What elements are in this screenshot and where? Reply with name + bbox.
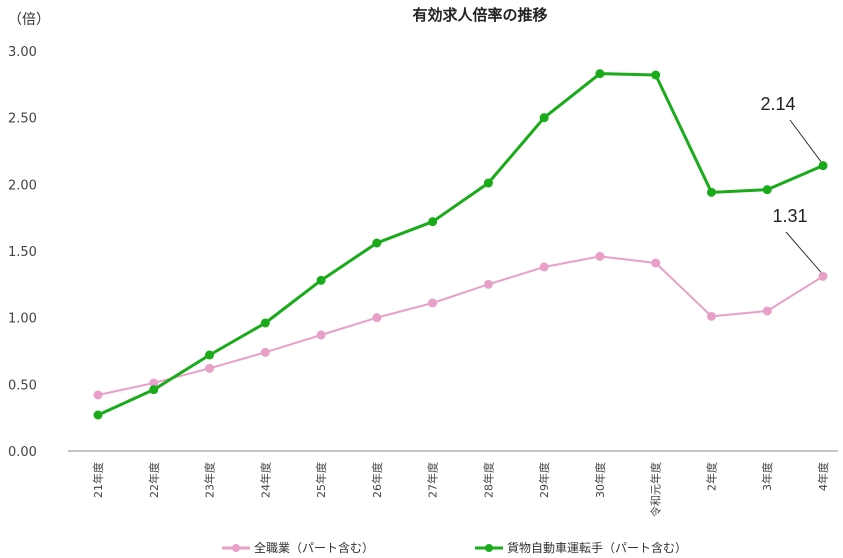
series-1-point	[428, 298, 438, 308]
y-tick-label: 0.50	[8, 378, 37, 393]
x-tick-label: 27年度	[426, 462, 440, 498]
y-axis: 0.00 0.50 1.00 1.50 2.00 2.50 3.00	[8, 45, 37, 460]
series-1-point	[595, 251, 605, 261]
legend: 全職業（パート含む） 貨物自動車運転手（パート含む）	[222, 540, 687, 555]
x-tick-label: 3年度	[760, 462, 774, 491]
legend-swatch-marker	[232, 544, 240, 552]
y-tick-label: 0.00	[8, 445, 37, 460]
y-axis-unit-label: （倍）	[8, 12, 50, 28]
plot-area	[93, 69, 828, 420]
series-2-point	[483, 178, 493, 188]
series-1-point	[483, 279, 493, 289]
series-1-point	[372, 313, 382, 323]
series-1-point	[149, 378, 159, 388]
series-2-point	[372, 238, 382, 248]
series-1-point	[818, 271, 828, 281]
x-tick-label: 23年度	[203, 462, 217, 498]
x-tick-label: 21年度	[91, 462, 105, 498]
annotation-label: 2.14	[760, 94, 795, 114]
series-2-point	[149, 385, 159, 395]
series-line-1	[97, 255, 824, 396]
x-tick-label: 22年度	[147, 462, 161, 498]
series-2-point	[595, 69, 605, 79]
x-tick-label: 28年度	[481, 462, 495, 498]
series-line-2	[97, 72, 824, 417]
y-tick-label: 2.00	[8, 178, 37, 193]
series-2-point	[205, 350, 215, 360]
series-1-point	[260, 347, 270, 357]
y-tick-label: 2.50	[8, 112, 37, 127]
x-tick-label: 令和元年度	[649, 462, 663, 517]
x-tick-label: 4年度	[816, 462, 830, 491]
x-tick-label: 25年度	[314, 462, 328, 498]
series-1-point	[205, 363, 215, 373]
x-tick-label: 2年度	[704, 462, 718, 491]
x-tick-label: 24年度	[258, 462, 272, 498]
annotation-label: 1.31	[772, 206, 807, 226]
series-1-point	[762, 306, 772, 316]
series-1-point	[706, 311, 716, 321]
series-2-point	[539, 113, 549, 123]
annotation-leader-line	[789, 119, 822, 162]
x-tick-label: 26年度	[370, 462, 384, 498]
chart-title: 有効求人倍率の推移	[412, 6, 547, 24]
series-1-point	[316, 330, 326, 340]
series-2-point	[818, 161, 828, 171]
y-tick-label: 1.50	[8, 245, 37, 260]
series-2-point	[706, 187, 716, 197]
legend-label: 貨物自動車運転手（パート含む）	[507, 540, 687, 555]
series-2-point	[428, 217, 438, 227]
series-2-point	[762, 185, 772, 195]
series-1-point	[539, 262, 549, 272]
legend-label: 全職業（パート含む）	[254, 540, 374, 555]
x-tick-label: 30年度	[593, 462, 607, 498]
series-2-point	[316, 275, 326, 285]
series-1-point	[93, 390, 103, 400]
y-tick-label: 1.00	[8, 312, 37, 327]
annotations: 2.14 1.31	[760, 94, 822, 273]
series-2-point	[260, 318, 270, 328]
series-1-point	[651, 258, 661, 268]
x-tick-label: 29年度	[537, 462, 551, 498]
y-tick-label: 3.00	[8, 45, 37, 60]
series-2-point	[651, 70, 661, 80]
x-axis: 21年度 22年度 23年度 24年度 25年度 26年度 27年度 28年度 29年度 30年度…	[91, 462, 830, 517]
annotation-leader-line	[785, 231, 822, 273]
legend-swatch-marker	[485, 544, 493, 552]
series-2-point	[93, 410, 103, 420]
